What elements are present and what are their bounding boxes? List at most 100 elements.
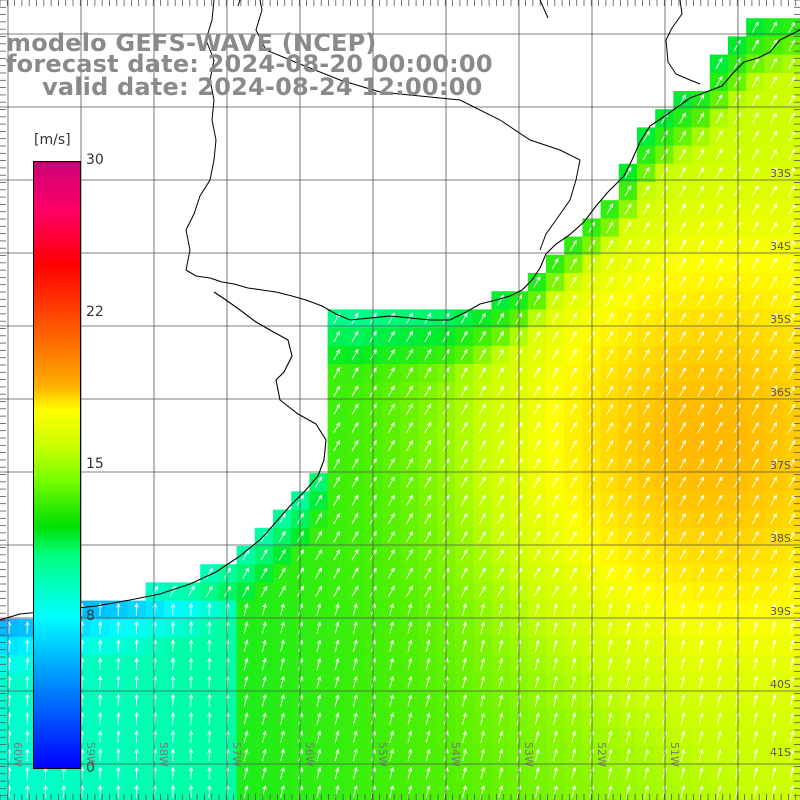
wind-arrow: [680, 657, 686, 671]
wind-arrow: [751, 203, 759, 215]
wind-arrow: [497, 512, 505, 525]
wind-arrow: [25, 766, 30, 780]
wind-arrow: [753, 712, 759, 725]
wind-arrow: [569, 476, 577, 488]
wind-arrow: [389, 712, 395, 725]
wind-arrow: [243, 693, 249, 707]
wind-arrow: [462, 730, 467, 744]
wind-arrow: [771, 748, 777, 762]
wind-arrow: [589, 766, 595, 780]
wind-arrow: [789, 693, 795, 707]
wind-arrow: [478, 439, 486, 452]
wind-arrow: [534, 675, 540, 689]
wind-arrow: [425, 621, 431, 634]
wind-arrow: [351, 530, 359, 543]
wind-arrow: [351, 585, 359, 597]
wind-arrow: [553, 784, 558, 798]
wind-arrow: [462, 621, 467, 634]
wind-arrow: [770, 203, 778, 215]
wind-arrow: [333, 367, 341, 379]
wind-arrow: [278, 530, 286, 543]
wind-arrow: [624, 257, 632, 270]
wind-arrow: [533, 330, 541, 343]
wind-arrow: [462, 675, 467, 689]
wind-arrow: [351, 494, 359, 506]
wind-arrow: [316, 693, 322, 707]
wind-arrow: [170, 602, 176, 616]
wind-arrow: [624, 276, 632, 288]
lon-label-53w: 53W: [522, 742, 535, 767]
wind-arrow: [243, 675, 249, 689]
wind-arrow: [280, 784, 285, 798]
wind-arrow: [715, 494, 723, 506]
wind-arrow: [788, 458, 796, 470]
wind-arrow: [462, 639, 467, 653]
wind-arrow: [551, 567, 559, 579]
coastline-south: [0, 291, 327, 621]
lat-label-40s: 40S: [770, 678, 791, 691]
wind-arrow: [425, 657, 431, 671]
wind-arrow: [606, 276, 614, 288]
wind-arrow: [788, 421, 796, 434]
wind-arrow: [642, 185, 650, 197]
wind-arrow: [260, 549, 268, 561]
wind-arrow: [134, 730, 139, 744]
wind-arrow: [406, 385, 414, 397]
wind-arrow: [189, 602, 194, 616]
wind-arrow: [189, 639, 194, 653]
wind-arrow: [607, 766, 613, 780]
wind-arrow: [644, 621, 649, 634]
wind-arrow: [243, 602, 249, 616]
wind-arrow: [751, 530, 759, 543]
wind-arrow: [697, 421, 705, 434]
wind-arrow: [333, 549, 341, 561]
wind-arrow: [606, 421, 614, 434]
wind-arrow: [333, 385, 341, 397]
wind-arrow: [716, 675, 722, 689]
wind-arrow: [280, 621, 285, 634]
wind-arrow: [25, 784, 30, 798]
wind-arrow: [607, 730, 613, 744]
wind-arrow: [424, 367, 432, 379]
wind-arrow: [478, 348, 486, 361]
wind-arrow: [642, 530, 650, 543]
wind-arrow: [569, 385, 577, 397]
wind-arrow: [716, 657, 722, 671]
wind-arrow: [606, 385, 614, 397]
wind-arrow: [679, 130, 687, 142]
wind-arrow: [480, 693, 486, 707]
wind-arrow: [679, 276, 687, 288]
wind-arrow: [553, 602, 558, 616]
wind-arrow: [389, 730, 395, 744]
wind-arrow: [642, 458, 650, 470]
wind-arrow: [770, 185, 778, 197]
wind-arrow: [134, 657, 139, 671]
wind-arrow: [316, 657, 322, 671]
wind-arrow: [715, 203, 723, 215]
wind-arrow: [497, 549, 505, 561]
wind-arrow: [569, 494, 577, 506]
wind-arrow: [715, 585, 723, 597]
wind-arrow: [679, 567, 687, 579]
wind-arrow: [697, 403, 705, 415]
wind-arrow: [243, 621, 249, 634]
wind-arrow: [624, 385, 632, 397]
wind-arrow: [280, 730, 285, 744]
wind-arrow: [788, 276, 796, 288]
wind-arrow: [498, 602, 504, 616]
lon-label-60w: 60W: [11, 742, 24, 767]
wind-arrow: [316, 639, 322, 653]
wind-arrow: [624, 348, 632, 361]
wind-arrow: [333, 330, 341, 343]
lon-label-56w: 56W: [303, 742, 316, 767]
wind-arrow: [278, 567, 286, 579]
wind-arrow: [478, 367, 486, 379]
wind-arrow: [697, 276, 705, 288]
wind-arrow: [207, 693, 212, 707]
wind-arrow: [624, 403, 632, 415]
wind-arrow: [533, 512, 541, 525]
wind-arrow: [642, 294, 650, 306]
wind-arrow: [589, 730, 595, 744]
wind-arrow: [771, 602, 777, 616]
wind-arrow: [406, 567, 414, 579]
